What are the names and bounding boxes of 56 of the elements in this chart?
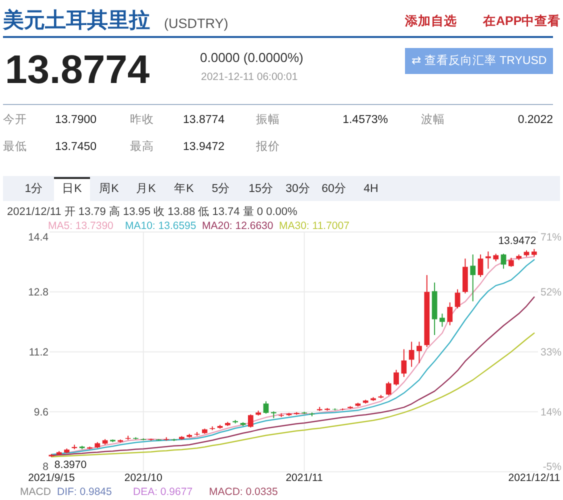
text: 最高 bbox=[130, 139, 154, 153]
text: 13.8774 bbox=[5, 48, 150, 92]
x-tick-label: 2021/12/11 bbox=[508, 472, 560, 484]
text: MACD bbox=[20, 486, 52, 498]
text: 今开 bbox=[3, 113, 27, 126]
y2-tick-label: 52% bbox=[540, 286, 562, 299]
text: 0.2022 bbox=[518, 114, 553, 126]
y-tick-label: 8 bbox=[42, 461, 49, 474]
text: 4H bbox=[364, 183, 378, 195]
y-tick-label: 9.6 bbox=[34, 406, 49, 418]
text: 2021/12/11 开 13.79 高 13.95 收 13.88 低 13.74 量 0 0.00% bbox=[7, 205, 298, 218]
y-tick-label: 11.2 bbox=[28, 346, 49, 358]
text: MA20: 12.6630 bbox=[202, 220, 274, 232]
x-tick-label: 2021/11 bbox=[286, 472, 324, 484]
text: 1.4573% bbox=[342, 114, 388, 126]
y-tick-label: 14.4 bbox=[28, 232, 49, 244]
y2-tick-label: 33% bbox=[540, 346, 562, 358]
text: 13.9472 bbox=[183, 141, 225, 153]
text: 日K bbox=[62, 182, 82, 195]
text: DIF: 0.9845 bbox=[57, 486, 112, 498]
chart-subtitle: (USDTRY) bbox=[164, 16, 228, 31]
y2-tick-label: -5% bbox=[542, 461, 562, 474]
text: 13.7900 bbox=[55, 114, 97, 126]
text: 13.8774 bbox=[183, 114, 226, 126]
annotation: 13.9472 bbox=[498, 234, 536, 247]
text: 13.7450 bbox=[55, 141, 97, 153]
text: 振幅 bbox=[256, 113, 280, 126]
x-tick-label: 2021/10 bbox=[124, 472, 163, 484]
text: 年K bbox=[174, 182, 194, 195]
text: MA10: 13.6595 bbox=[125, 220, 196, 232]
y-tick-label: 12.8 bbox=[28, 286, 49, 298]
text: 最低 bbox=[3, 140, 27, 153]
text: MA5: 13.7390 bbox=[48, 220, 114, 232]
text: ⇄ 查看反向汇率 TRYUSD bbox=[411, 53, 547, 67]
text: 30分 bbox=[286, 182, 310, 195]
text: 报价 bbox=[255, 140, 280, 153]
x-tick-label: 2021/9/15 bbox=[28, 472, 75, 484]
text: 5分 bbox=[212, 182, 230, 195]
chart-title: 美元土耳其里拉 bbox=[2, 8, 150, 32]
text: 0.0000 (0.0000%) bbox=[200, 50, 304, 65]
text: DEA: 0.9677 bbox=[133, 486, 193, 498]
text: 月K bbox=[136, 182, 156, 195]
text: 2021-12-11 06:00:01 bbox=[201, 71, 298, 83]
text: 周K bbox=[99, 182, 120, 195]
text: 60分 bbox=[322, 182, 346, 195]
text: 1分 bbox=[24, 182, 44, 195]
y2-tick-label: 71% bbox=[540, 232, 562, 244]
annotation: 8.3970 bbox=[54, 458, 87, 471]
text: 波幅 bbox=[421, 113, 445, 126]
text: MA30: 11.7007 bbox=[279, 220, 350, 232]
text: MACD: 0.0335 bbox=[209, 486, 278, 498]
text: 昨收 bbox=[130, 113, 154, 126]
y2-tick-label: 14% bbox=[540, 406, 562, 418]
text: 在APP中查看 bbox=[482, 13, 561, 28]
text: 15分 bbox=[248, 182, 274, 195]
text: 添加自选 bbox=[404, 14, 457, 28]
